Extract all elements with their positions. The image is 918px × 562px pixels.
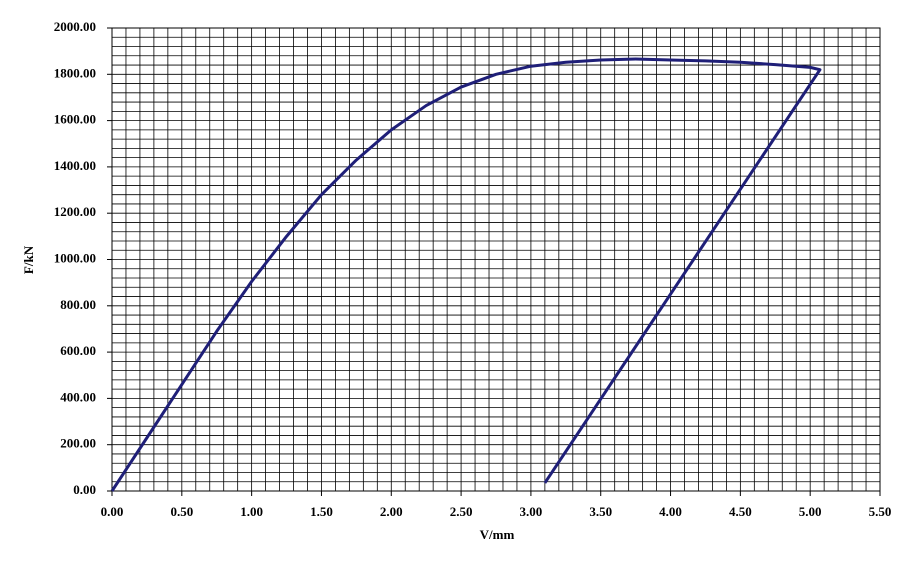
x-axis-label: V/mm <box>480 527 515 542</box>
y-axis-label: F/kN <box>21 245 36 274</box>
x-tick-label: 0.00 <box>101 504 124 519</box>
x-tick-label: 0.50 <box>170 504 193 519</box>
y-tick-label: 600.00 <box>60 343 96 358</box>
y-tick-label: 1400.00 <box>54 158 96 173</box>
x-tick-label: 2.00 <box>380 504 403 519</box>
plot-border <box>111 27 881 492</box>
x-tick-label: 1.50 <box>310 504 333 519</box>
y-tick-label: 1200.00 <box>54 204 96 219</box>
y-tick-label: 1600.00 <box>54 112 96 127</box>
x-tick-label: 4.50 <box>729 504 752 519</box>
y-tick-label: 1000.00 <box>54 250 96 265</box>
x-tick-label: 3.50 <box>589 504 612 519</box>
x-tick-label: 5.00 <box>799 504 822 519</box>
y-tick-label: 1800.00 <box>54 65 96 80</box>
x-tick-label: 1.00 <box>240 504 263 519</box>
x-tick-label: 5.50 <box>869 504 892 519</box>
y-tick-label: 0.00 <box>73 482 96 497</box>
x-tick-label: 2.50 <box>450 504 473 519</box>
y-tick-label: 2000.00 <box>54 19 96 34</box>
x-tick-label: 4.00 <box>659 504 682 519</box>
y-tick-label: 400.00 <box>60 389 96 404</box>
y-tick-label: 200.00 <box>60 436 96 451</box>
y-tick-label: 800.00 <box>60 297 96 312</box>
x-tick-label: 3.00 <box>520 504 543 519</box>
data-line <box>110 57 822 492</box>
